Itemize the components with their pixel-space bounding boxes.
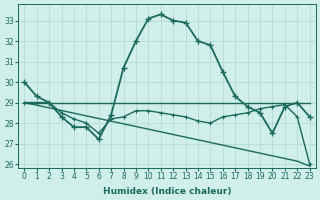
- X-axis label: Humidex (Indice chaleur): Humidex (Indice chaleur): [103, 187, 231, 196]
